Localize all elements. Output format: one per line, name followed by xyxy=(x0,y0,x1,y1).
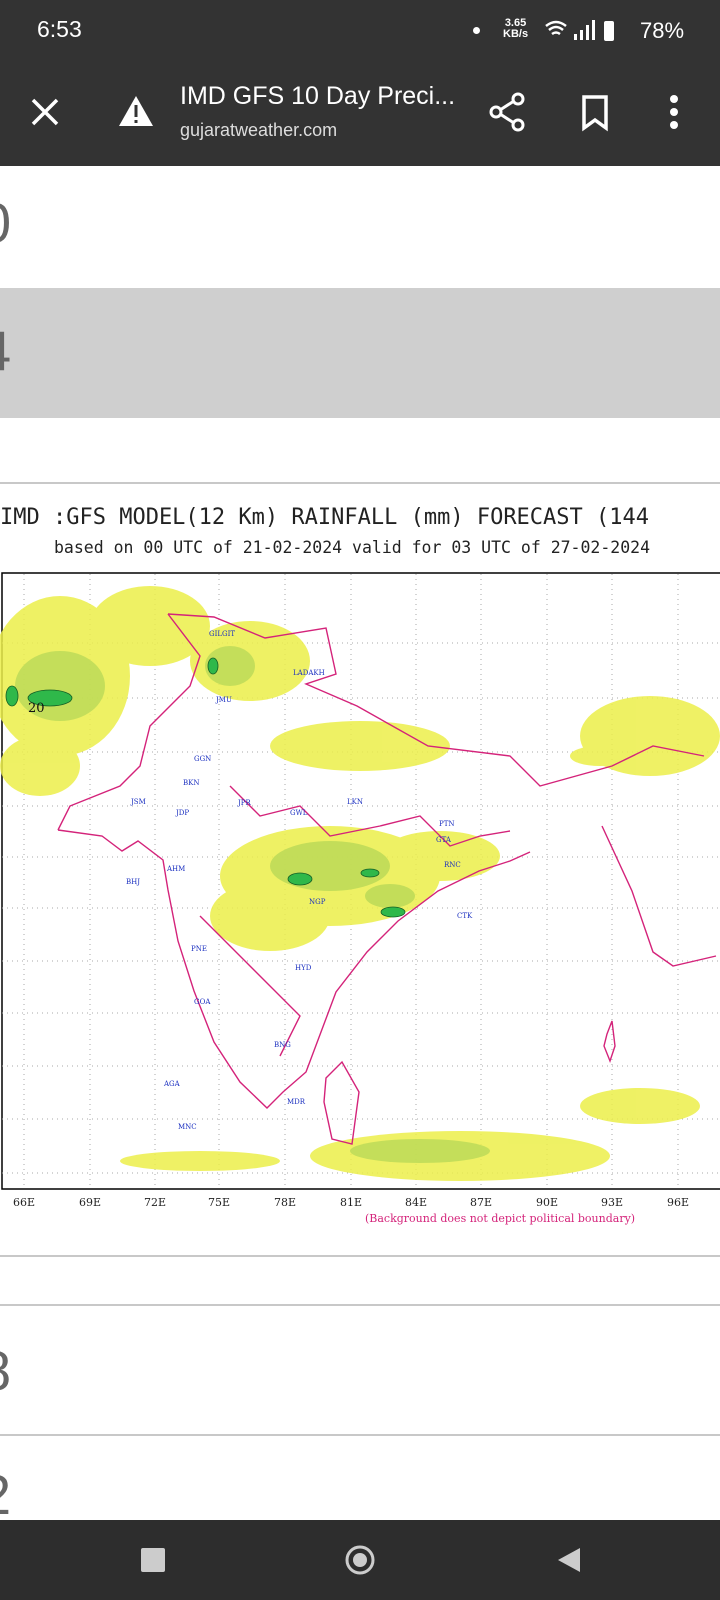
nav-bar xyxy=(0,1520,720,1600)
station-label: JDP xyxy=(175,809,189,817)
stations: GILGIT LADAKH JMU GGN BKN JSM JDP JPR GWL LKN PTN G… xyxy=(126,630,473,1131)
station-label: JMU xyxy=(215,696,232,704)
station-label: AGA xyxy=(163,1080,181,1088)
warning-icon[interactable] xyxy=(118,94,154,128)
divider xyxy=(0,1304,720,1306)
speed-unit: KB/s xyxy=(503,28,529,40)
divider xyxy=(0,1255,720,1257)
station-label: GGN xyxy=(194,755,211,763)
back-button[interactable] xyxy=(556,1546,582,1574)
longitude-label: 90E xyxy=(536,1196,558,1209)
bookmark-button[interactable] xyxy=(580,94,612,132)
page-title[interactable]: IMD GFS 10 Day Preci... xyxy=(180,82,456,110)
forecast-map: IMD :GFS MODEL(12 Km) RAINFALL (mm) FORE… xyxy=(0,505,720,1225)
toolbar: IMD GFS 10 Day Preci... gujaratweather.c… xyxy=(0,66,720,166)
gray-band xyxy=(0,288,720,418)
station-label: CTK xyxy=(457,912,473,920)
station-label: GTA xyxy=(436,836,452,844)
station-label: BHJ xyxy=(126,878,140,886)
page-fragment: 8 xyxy=(0,1338,11,1403)
longitude-label: 87E xyxy=(470,1196,492,1209)
battery: 78% xyxy=(640,18,685,43)
boundaries xyxy=(57,613,717,1145)
station-label: LADAKH xyxy=(293,669,325,677)
station-label: GWL xyxy=(290,809,308,817)
station-label: GOA xyxy=(194,998,211,1006)
longitude-label: 93E xyxy=(601,1196,623,1209)
map-title: IMD :GFS MODEL(12 Km) RAINFALL (mm) FORE… xyxy=(0,505,649,530)
station-label: JPR xyxy=(237,799,252,807)
longitude-label: 96E xyxy=(667,1196,689,1209)
longitude-label: 72E xyxy=(144,1196,166,1209)
station-label: NGP xyxy=(309,898,326,906)
station-label: LKN xyxy=(347,798,363,806)
time: 6:53 xyxy=(37,16,82,42)
recents-button[interactable] xyxy=(141,1548,165,1572)
dot xyxy=(473,27,480,34)
longitude-label: 84E xyxy=(405,1196,427,1209)
icons xyxy=(545,20,614,41)
longitude-label: 78E xyxy=(274,1196,296,1209)
station-label: MDR xyxy=(287,1098,306,1106)
page-fragment: 2 xyxy=(0,1462,11,1518)
longitude-label: 66E xyxy=(13,1196,35,1209)
station-label: GILGIT xyxy=(209,630,235,638)
page-url[interactable]: gujaratweather.com xyxy=(180,120,338,140)
divider xyxy=(0,482,720,484)
map-subtitle: based on 00 UTC of 21-02-2024 valid for … xyxy=(54,538,650,557)
share-button[interactable] xyxy=(488,92,528,132)
divider xyxy=(0,1434,720,1436)
station-label: BKN xyxy=(183,779,200,787)
longitude-label: 81E xyxy=(340,1196,362,1209)
longitude-label: 69E xyxy=(79,1196,101,1209)
footnote: (Background does not depict political bo… xyxy=(365,1212,635,1225)
rain-yellow xyxy=(0,586,720,1181)
station-label: RNC xyxy=(444,861,461,869)
longitude-label: 75E xyxy=(208,1196,230,1209)
station-label: HYD xyxy=(295,964,312,972)
station-label: BNG xyxy=(274,1041,291,1049)
menu-button[interactable] xyxy=(668,94,680,132)
rain-green xyxy=(5,657,406,918)
station-label: AHM xyxy=(166,865,185,873)
station-label: JSM xyxy=(130,798,146,806)
speed: 3.65 xyxy=(504,17,527,29)
station-label: MNC xyxy=(178,1123,197,1131)
page-fragment: 4 xyxy=(0,318,11,383)
status-bar: 6:53 3.65 KB/s 78% xyxy=(0,0,720,66)
longitude-labels: 66E 69E 72E 75E 78E 81E 84E 87E 90E 93E 96E xyxy=(13,1196,689,1209)
page-fragment: 0 xyxy=(0,190,11,255)
close-button[interactable] xyxy=(28,95,64,131)
station-label: PNE xyxy=(191,945,207,953)
home-button[interactable] xyxy=(344,1544,376,1576)
station-label: PTN xyxy=(439,820,455,828)
contour-label: 20 xyxy=(28,701,45,716)
net-speed: 3.65 KB/s xyxy=(503,18,528,40)
